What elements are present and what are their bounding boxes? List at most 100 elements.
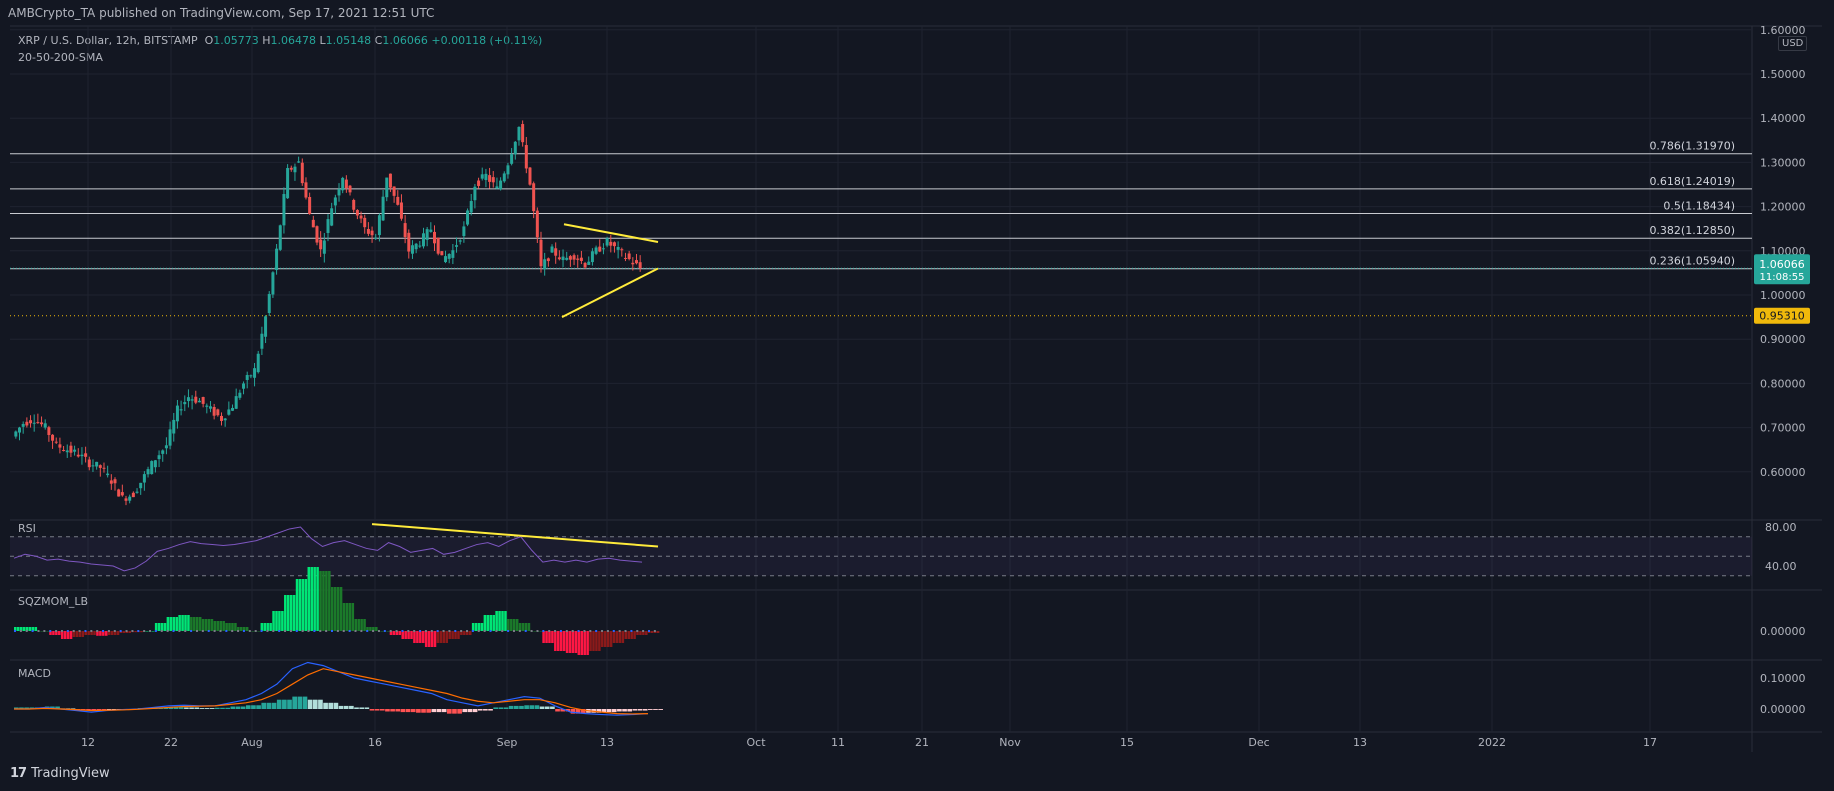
sqz-dot xyxy=(583,630,586,632)
macd-histogram-bar xyxy=(410,709,416,713)
candle-body xyxy=(124,498,128,501)
sqz-histogram-bar xyxy=(316,567,319,631)
sqz-histogram-bar xyxy=(169,617,173,631)
candle-body xyxy=(54,441,58,443)
sqz-histogram-bar xyxy=(375,627,378,631)
indicator-label[interactable]: 20-50-200-SMA xyxy=(18,51,103,64)
sqz-dot xyxy=(125,630,128,632)
sqz-histogram-bar xyxy=(46,631,49,632)
price-tick-label: 0.70000 xyxy=(1760,422,1806,435)
x-tick-label: 22 xyxy=(164,736,178,749)
rsi-pane-label[interactable]: RSI xyxy=(18,522,36,535)
sqz-dot xyxy=(149,630,152,632)
sqz-histogram-bar xyxy=(430,631,434,647)
sqz-histogram-bar xyxy=(14,627,17,631)
macd-histogram-bar xyxy=(596,709,602,713)
sqz-histogram-bar xyxy=(612,631,616,643)
candle-body xyxy=(554,248,558,256)
sqz-histogram-bar xyxy=(457,631,460,639)
macd-histogram-bar xyxy=(606,709,612,713)
sqz-histogram-bar xyxy=(122,631,126,633)
candle-body xyxy=(311,219,315,228)
price-tick-label: 0.60000 xyxy=(1760,466,1806,479)
macd-histogram-bar xyxy=(467,709,473,713)
macd-histogram-bar xyxy=(230,706,236,709)
x-tick-label: 11 xyxy=(831,736,845,749)
macd-histogram-bar xyxy=(215,707,220,709)
price-tick-label: 1.50000 xyxy=(1760,68,1806,81)
candle-body xyxy=(495,186,499,189)
sqz-histogram-bar xyxy=(175,617,178,631)
macd-histogram-bar xyxy=(457,709,462,714)
sqz-dot xyxy=(119,630,122,632)
sqz-dot xyxy=(624,630,627,632)
sqz-histogram-bar xyxy=(601,631,604,647)
sqz-histogram-bar xyxy=(460,631,463,635)
candle-body xyxy=(513,141,517,155)
sqz-dot xyxy=(554,630,557,632)
sqz-histogram-bar xyxy=(501,611,504,631)
sqz-histogram-bar xyxy=(557,631,560,651)
sqz-histogram-bar xyxy=(325,571,328,631)
macd-histogram-bar xyxy=(292,696,297,709)
candle-body xyxy=(278,225,282,250)
sqz-dot xyxy=(55,630,58,632)
candle-body xyxy=(69,445,73,453)
tradingview-brand[interactable]: 17 TradingView xyxy=(10,766,110,781)
candle-body xyxy=(146,469,150,475)
sqz-histogram-bar xyxy=(172,617,176,631)
candle-body xyxy=(256,353,260,373)
sqz-histogram-bar xyxy=(219,621,222,631)
candle-body xyxy=(455,245,459,247)
sqz-dot xyxy=(536,630,539,632)
support-price-label: 0.95310 xyxy=(1759,310,1805,323)
x-tick-label: Sep xyxy=(497,736,518,749)
sqz-histogram-bar xyxy=(87,631,90,635)
macd-histogram-bar xyxy=(276,699,282,709)
macd-histogram-bar xyxy=(225,707,230,709)
macd-tick-label: 0.00000 xyxy=(1760,703,1806,716)
macd-histogram-bar xyxy=(343,705,349,709)
sqz-dot xyxy=(501,630,504,632)
candle-body xyxy=(212,407,216,416)
candle-body xyxy=(473,186,477,201)
candle-body xyxy=(62,449,66,451)
sqz-histogram-bar xyxy=(477,623,481,631)
macd-histogram-bar xyxy=(436,709,442,713)
candle-body xyxy=(506,165,510,175)
x-tick-label: Oct xyxy=(746,736,766,749)
sqz-histogram-bar xyxy=(272,611,275,631)
candle-body xyxy=(186,397,190,402)
sqz-dot xyxy=(201,630,204,632)
rsi-divergence-trendline xyxy=(371,523,659,548)
sqz-histogram-bar xyxy=(583,631,586,655)
sqz-dot xyxy=(260,630,263,632)
sqz-histogram-bar xyxy=(577,631,581,655)
sqz-histogram-bar xyxy=(198,617,202,631)
currency-badge[interactable]: USD xyxy=(1778,36,1808,51)
price-tick-label: 1.00000 xyxy=(1760,289,1806,302)
sqz-dot xyxy=(413,630,416,632)
sqz-histogram-bar xyxy=(216,621,220,631)
candle-body xyxy=(260,333,264,349)
macd-histogram-bar xyxy=(534,705,540,709)
sqz-histogram-bar xyxy=(518,623,522,631)
sqz-dot xyxy=(518,630,521,632)
macd-histogram-bar xyxy=(400,709,406,713)
macd-histogram-bar xyxy=(637,709,643,711)
macd-pane-label[interactable]: MACD xyxy=(18,667,51,680)
sqz-dot xyxy=(342,630,345,632)
sqz-histogram-bar xyxy=(193,617,196,631)
sqz-dot xyxy=(184,630,187,632)
sqzmom-pane-label[interactable]: SQZMOM_LB xyxy=(18,595,88,608)
candle-body xyxy=(612,242,616,247)
sqz-dot xyxy=(225,630,228,632)
fib-level-label: 0.382(1.12850) xyxy=(1649,224,1735,237)
sqz-dot xyxy=(489,630,492,632)
candle-body xyxy=(282,194,286,226)
candle-body xyxy=(631,262,635,265)
sqz-histogram-bar xyxy=(392,631,396,635)
macd-histogram-bar xyxy=(251,705,256,709)
x-tick-label: 16 xyxy=(368,736,382,749)
